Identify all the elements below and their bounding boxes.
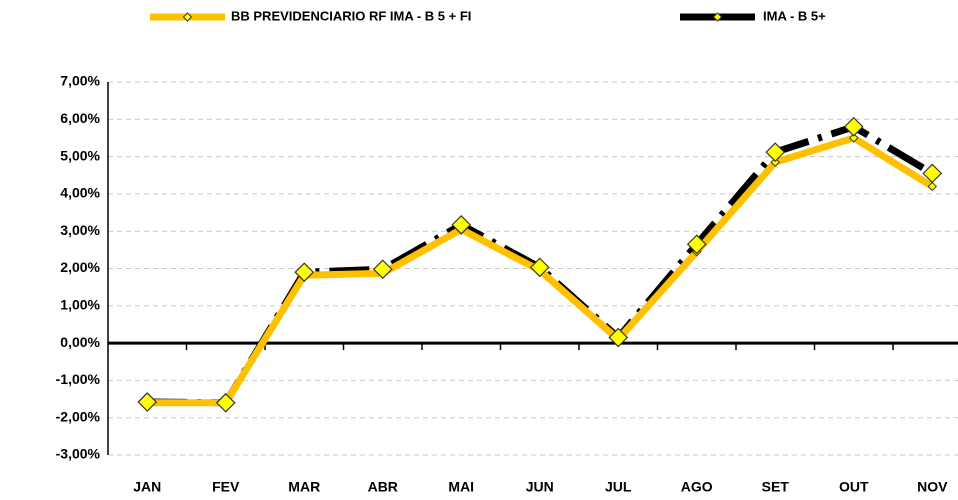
- marker: [215, 392, 236, 413]
- marker: [451, 215, 472, 235]
- x-tick-label: ABR: [368, 479, 398, 495]
- y-tick-label: 3,00%: [60, 222, 100, 238]
- marker: [927, 181, 937, 192]
- marker: [608, 327, 629, 348]
- legend-marker: [712, 12, 723, 22]
- x-tick-label: MAR: [288, 479, 320, 495]
- y-tick-label: 4,00%: [60, 185, 100, 201]
- legend-label: IMA - B 5+: [763, 8, 826, 23]
- y-tick-label: 5,00%: [60, 147, 100, 163]
- y-tick-label: -1,00%: [56, 371, 101, 387]
- marker: [294, 262, 315, 283]
- x-tick-label: AGO: [681, 479, 713, 495]
- marker: [529, 257, 550, 278]
- marker: [770, 157, 780, 167]
- x-tick-label: JUN: [526, 479, 554, 495]
- marker: [372, 259, 393, 280]
- x-tick-label: NOV: [917, 479, 948, 495]
- y-tick-label: 2,00%: [60, 259, 100, 275]
- y-tick-label: 1,00%: [60, 297, 100, 313]
- x-tick-label: OUT: [839, 479, 869, 495]
- marker: [686, 234, 707, 255]
- y-tick-label: -2,00%: [56, 408, 101, 424]
- marker: [922, 163, 943, 184]
- y-tick-label: 6,00%: [60, 110, 100, 126]
- x-tick-label: SET: [762, 479, 790, 495]
- x-tick-label: JUL: [605, 479, 632, 495]
- legend-marker: [182, 12, 193, 22]
- y-tick-label: -3,00%: [56, 446, 101, 462]
- legend-label: BB PREVIDENCIARIO RF IMA - B 5 + FI: [231, 8, 471, 23]
- x-tick-label: JAN: [133, 479, 161, 495]
- marker: [849, 133, 859, 143]
- x-tick-label: MAI: [448, 479, 474, 495]
- x-tick-label: FEV: [212, 479, 240, 495]
- marker: [765, 142, 786, 162]
- y-tick-label: 7,00%: [60, 73, 100, 89]
- marker: [137, 392, 158, 412]
- marker: [843, 116, 864, 137]
- y-tick-label: 0,00%: [60, 334, 100, 350]
